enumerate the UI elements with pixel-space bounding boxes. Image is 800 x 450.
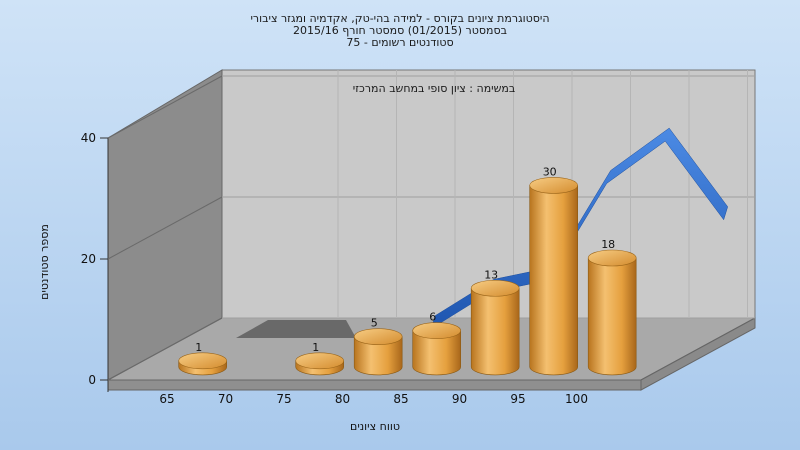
chart-subtitle: במשימה : ציון סופי במחשב המרכזי bbox=[353, 82, 516, 95]
bar-95 bbox=[529, 185, 578, 376]
x-tick-label: 70 bbox=[218, 392, 233, 406]
x-tick-label: 100 bbox=[565, 392, 588, 406]
chart-title-line-2: בסמסטר (01/2015) סמסטר חורף 2015/16 bbox=[293, 24, 507, 37]
bar-cap-85 bbox=[412, 322, 462, 339]
x-tick-label: 65 bbox=[159, 392, 174, 406]
bar-80 bbox=[353, 336, 403, 376]
y-tick-label: 0 bbox=[88, 373, 96, 387]
floor-shadow-band bbox=[236, 320, 356, 338]
data-label-90: 13 bbox=[484, 268, 498, 281]
floor-edge-front bbox=[107, 379, 642, 391]
data-label-100: 18 bbox=[601, 238, 615, 251]
y-axis-title: מספר סטודנטים bbox=[38, 224, 51, 300]
data-label-80: 5 bbox=[371, 317, 378, 330]
bar-100 bbox=[587, 257, 637, 376]
y-tick-label: 20 bbox=[81, 252, 96, 266]
bars bbox=[178, 177, 637, 376]
x-axis-title: טווח ציונים bbox=[350, 420, 400, 433]
x-tick-label: 80 bbox=[335, 392, 350, 406]
data-labels: 1 1 5 6 13 30 18 bbox=[195, 165, 615, 353]
bar-85 bbox=[412, 330, 461, 376]
bar-cap-80 bbox=[353, 328, 403, 345]
bar-cap-75 bbox=[295, 352, 345, 370]
side-gridline-20 bbox=[107, 196, 223, 260]
bar-cap-100 bbox=[587, 249, 637, 267]
data-label-95: 30 bbox=[543, 165, 557, 178]
floor-shadow bbox=[236, 320, 356, 338]
bar-cap-65 bbox=[178, 352, 227, 370]
data-label-75: 1 bbox=[312, 341, 319, 354]
bar-cap-95 bbox=[529, 177, 579, 194]
y-axis-ticks: 0 20 40 bbox=[81, 131, 108, 387]
x-tick-label: 85 bbox=[393, 392, 408, 406]
side-gridline-40 bbox=[107, 75, 223, 139]
x-axis-ticks: 65 70 75 80 85 90 95 100 bbox=[159, 392, 588, 406]
chart-title: היסטוגרמת ציונים בקורס - למידה בהי-טק, א… bbox=[250, 12, 549, 49]
chart-title-line-3: סטודנטים רשומים - 75 bbox=[346, 36, 453, 49]
x-tick-label: 90 bbox=[452, 392, 467, 406]
data-label-65: 1 bbox=[195, 341, 202, 354]
chart-title-line-1: היסטוגרמת ציונים בקורס - למידה בהי-טק, א… bbox=[250, 12, 549, 25]
x-tick-label: 95 bbox=[510, 392, 525, 406]
y-tick-label: 40 bbox=[81, 131, 96, 145]
data-label-85: 6 bbox=[429, 311, 436, 324]
side-gridline-0 bbox=[107, 317, 223, 381]
bar-90 bbox=[470, 287, 520, 376]
bar-cap-90 bbox=[470, 279, 520, 297]
x-tick-label: 75 bbox=[276, 392, 291, 406]
